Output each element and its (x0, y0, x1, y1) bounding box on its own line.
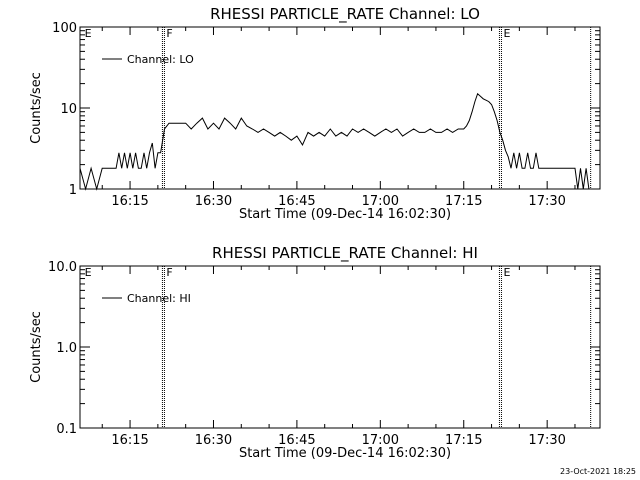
x-tick-label: 17:15 (445, 194, 482, 209)
timestamp-text: 23-Oct-2021 18:25 (560, 467, 636, 476)
marker-label: E (503, 266, 510, 279)
x-tick-label: 16:15 (111, 194, 148, 209)
y-tick-label: 100 (52, 21, 77, 36)
marker-label: F (166, 27, 172, 40)
chart-title: RHESSI PARTICLE_RATE Channel: HI (212, 244, 478, 263)
y-axis-label: Counts/sec (29, 72, 44, 144)
y-axis-label: Counts/sec (29, 311, 44, 383)
y-tick-label: 10.0 (48, 260, 77, 275)
plot-frame (79, 265, 601, 429)
legend-entry: Channel: LO (127, 53, 194, 66)
x-tick-label: 17:00 (362, 194, 399, 209)
x-tick-label: 17:30 (528, 194, 565, 209)
x-tick-label: 16:45 (278, 433, 315, 448)
panel-0: RHESSI PARTICLE_RATE Channel: LO 16:15 16:… (29, 5, 601, 222)
x-tick-label: 17:00 (362, 433, 399, 448)
x-tick-label: 16:30 (195, 194, 232, 209)
series-line-0 (79, 92, 590, 191)
marker-label: F (166, 266, 172, 279)
marker-label: E (503, 27, 510, 40)
y-tick-label: 1 (69, 183, 77, 198)
marker-label: E (85, 27, 92, 40)
panel-1: RHESSI PARTICLE_RATE Channel: HI 16:15 16:… (29, 244, 601, 461)
marker-label: E (85, 266, 92, 279)
x-axis-label: Start Time (09-Dec-14 16:02:30) (239, 207, 451, 222)
x-axis-label: Start Time (09-Dec-14 16:02:30) (239, 446, 451, 461)
y-tick-label: 0.1 (56, 422, 77, 437)
x-tick-label: 16:30 (195, 433, 232, 448)
legend-entry: Channel: HI (127, 292, 191, 305)
y-tick-label: 1.0 (56, 341, 77, 356)
y-tick-label: 10 (60, 102, 77, 117)
x-tick-label: 17:15 (445, 433, 482, 448)
plot-frame (79, 26, 601, 190)
chart-title: RHESSI PARTICLE_RATE Channel: LO (210, 5, 480, 24)
x-tick-label: 16:15 (111, 433, 148, 448)
x-tick-label: 17:30 (528, 433, 565, 448)
x-tick-label: 16:45 (278, 194, 315, 209)
